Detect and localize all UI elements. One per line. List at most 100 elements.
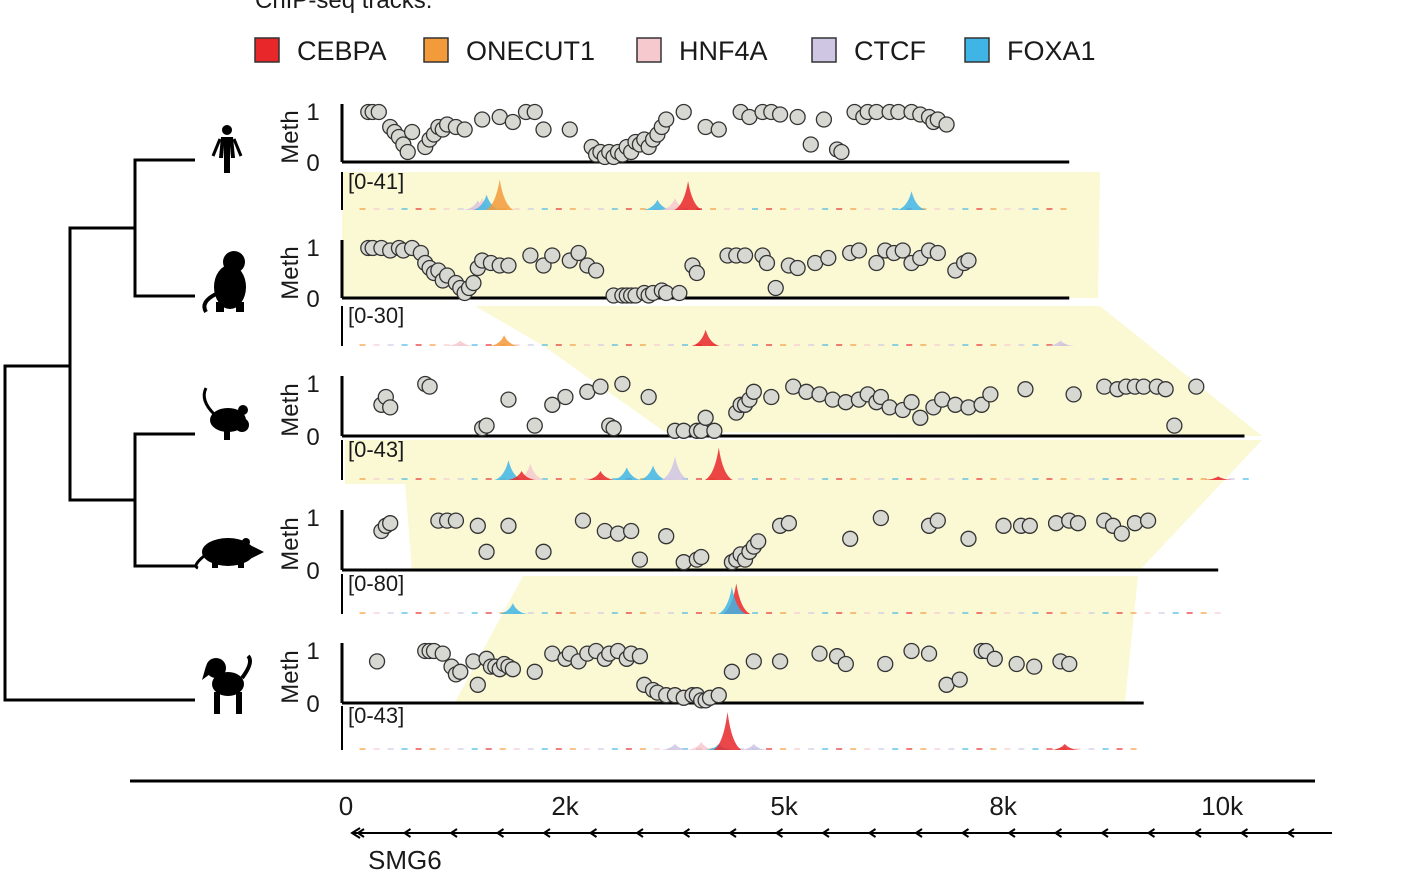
x-tick-label: 5k [770,791,798,821]
meth-point [526,417,543,434]
meth-point [640,388,657,406]
chip-noise-mark [387,478,394,480]
chip-noise-mark [962,344,969,346]
chip-noise-mark [1172,478,1179,480]
meth-point [526,103,543,121]
peak-cebpa [586,471,615,480]
meth-points [373,509,1157,571]
chip-noise-mark [359,344,366,346]
peak-cebpa [1204,476,1233,480]
chip-noise-mark [780,612,787,614]
chip-noise-mark [597,748,604,750]
meth-point [1047,515,1065,532]
meth-point [469,517,486,534]
track-macaque: Meth 1 0 [0-30] [277,235,1075,346]
meth-point [710,687,727,704]
meth-point [1061,655,1078,673]
x-tick-label: 0 [339,791,353,821]
alignment-highlights [342,172,1262,702]
chip-noise-mark [681,344,688,346]
gene-arrow [495,828,505,838]
meth-point [605,420,622,437]
chip-noise-mark [990,478,997,480]
chip-noise-mark [569,748,576,750]
chip-noise-mark [541,612,548,614]
chip-noise-mark [808,344,815,346]
chip-noise-mark [878,612,885,614]
meth-point [465,274,482,292]
meth-point [452,663,469,680]
meth-point [894,242,911,259]
gene-arrow [821,828,830,838]
meth-points [360,239,977,304]
gene-arrow [1100,828,1109,838]
meth-points [373,375,1205,439]
chip-noise-mark [373,478,380,480]
chip-noise-mark [1060,208,1067,210]
chip-noise-mark [990,208,997,210]
chip-noise-mark [541,208,548,210]
chip-noise-mark [822,748,829,750]
chip-noise-mark [485,344,492,346]
chip-noise-mark [1242,478,1249,480]
meth-tick-1: 1 [306,371,319,398]
meth-point [399,143,416,161]
meth-point [995,517,1012,534]
chip-noise-mark [850,344,857,346]
chip-noise-mark [738,208,745,210]
gene-arrow [356,828,365,838]
chip-noise-mark [471,612,478,614]
chip-noise-mark [738,748,745,750]
chip-noise-mark [948,612,955,614]
chip-noise-mark [611,208,618,210]
chip-noise-mark [794,478,801,480]
meth-point [478,543,495,560]
meth-point [504,661,522,678]
chip-noise-mark [1088,612,1095,614]
chip-noise-mark [864,208,871,210]
chip-noise-mark [429,748,436,750]
peak-foxa1 [639,465,668,480]
chip-noise-mark [457,748,464,750]
chip-noise-mark [387,344,394,346]
chip-noise-mark [1074,612,1081,614]
meth-point [1096,378,1113,395]
chip-noise-mark [429,478,436,480]
meth-point [1021,517,1038,534]
chip-noise-mark [597,344,604,346]
chip-noise-mark [415,748,422,750]
meth-tick-0: 0 [306,558,319,585]
gene-arrow [1007,828,1016,838]
rat-icon [194,538,264,570]
chip-noise-mark [948,208,955,210]
chip-noise-mark [808,208,815,210]
legend-label-cebpa: CEBPA [297,36,387,66]
chip-noise-mark [934,208,941,210]
peak-hnf4a [516,463,545,480]
chip-noise-mark [471,478,478,480]
gene-arrow [867,828,877,838]
meth-axis-label: Meth [277,517,304,570]
chip-noise-mark [920,748,927,750]
chip-noise-mark [1032,344,1039,346]
meth-point [622,522,640,540]
meth-point [587,262,605,279]
chip-noise-mark [794,612,801,614]
meth-point [500,257,517,274]
chip-noise-mark [359,208,366,210]
chip-noise [359,612,1221,614]
chip-noise-mark [976,208,983,210]
legend-swatch-hnf4a [636,37,662,63]
chip-noise-mark [962,208,969,210]
meth-axis-label: Meth [277,650,304,703]
meth-tick-0: 0 [306,150,319,177]
chip-noise-mark [1004,208,1011,210]
peak-cebpa [674,181,703,210]
meth-point [960,252,977,269]
meth-axis-label: Meth [277,383,304,436]
chip-noise-mark [850,478,857,480]
peak-cebpa [1050,744,1079,750]
chip-noise-mark [724,208,731,210]
chip-noise-mark [555,748,562,750]
chip-noise-mark [836,344,843,346]
